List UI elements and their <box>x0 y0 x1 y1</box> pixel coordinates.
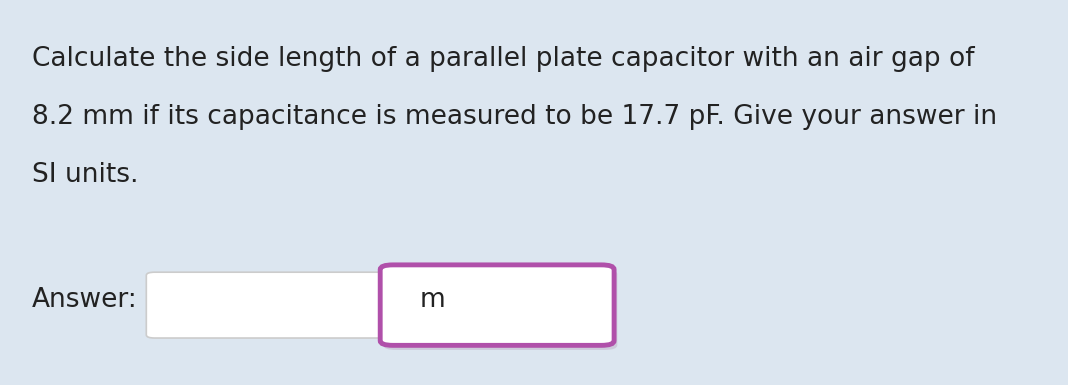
Text: Calculate the side length of a parallel plate capacitor with an air gap of: Calculate the side length of a parallel … <box>32 46 975 72</box>
Text: m: m <box>420 287 445 313</box>
Text: Answer:: Answer: <box>32 287 138 313</box>
Polygon shape <box>555 281 572 295</box>
Text: 8.2 mm if its capacitance is measured to be 17.7 pF. Give your answer in: 8.2 mm if its capacitance is measured to… <box>32 104 998 130</box>
Polygon shape <box>555 306 572 320</box>
Text: SI units.: SI units. <box>32 162 139 188</box>
